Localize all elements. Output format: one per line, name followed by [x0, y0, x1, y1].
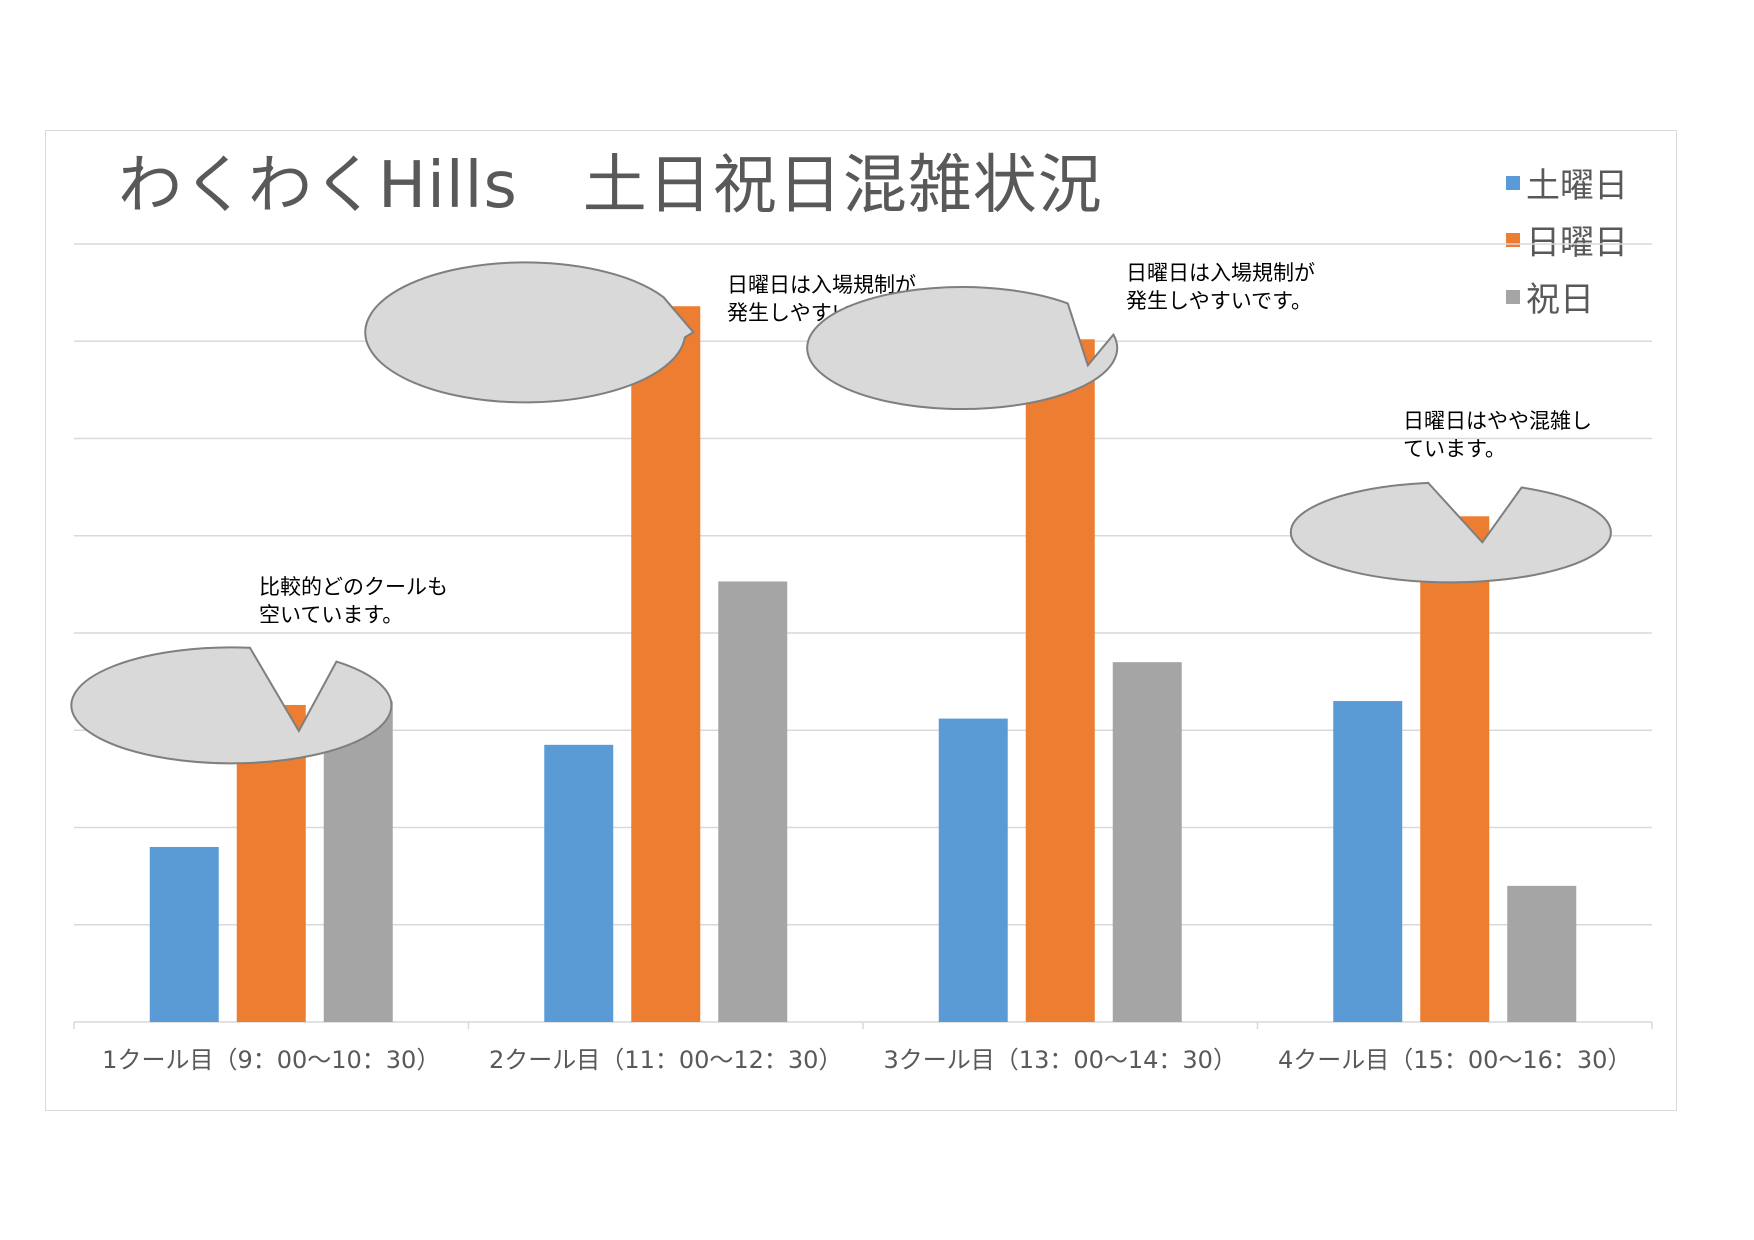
- legend-item-holiday: 祝日: [1506, 272, 1594, 321]
- legend-swatch-saturday: [1506, 175, 1520, 190]
- callout-bubble: [1289, 481, 1612, 584]
- bar-series0-cat1: [544, 744, 614, 1022]
- callout-text: ています。: [1403, 437, 1506, 461]
- callout-bubble: [806, 286, 1119, 411]
- x-tick-label: 2クール目（11：00～12：30）: [489, 1046, 842, 1074]
- chart-frame: [45, 130, 1677, 1111]
- bar-series2-cat1: [718, 581, 788, 1022]
- bar-series0-cat0: [149, 846, 219, 1022]
- callout-text: 比較的どのクールも: [259, 575, 448, 599]
- bar-series0-cat3: [1333, 701, 1403, 1022]
- callout-text: 日曜日は入場規制が: [1126, 261, 1315, 285]
- callout-text: 空いています。: [259, 603, 403, 627]
- bar-series2-cat3: [1507, 885, 1577, 1022]
- legend-label-holiday: 祝日: [1526, 280, 1594, 320]
- x-tick-label: 3クール目（13：00～14：30）: [884, 1046, 1237, 1074]
- bar-series2-cat0: [323, 701, 393, 1022]
- legend-swatch-holiday: [1506, 289, 1520, 304]
- bar-series1-cat2: [1025, 339, 1095, 1022]
- callout-text: 発生しやすいです。: [1126, 289, 1312, 313]
- legend-swatch-sunday: [1506, 232, 1520, 247]
- x-tick-label: 4クール目（15：00～16：30）: [1278, 1046, 1631, 1074]
- callout-bubble: [364, 261, 695, 404]
- bar-series1-cat3: [1420, 516, 1490, 1022]
- bar-series0-cat2: [938, 718, 1008, 1022]
- legend-item-saturday: 土曜日: [1506, 158, 1628, 207]
- chart-title: わくわくHills 土日祝日混雑状況: [118, 149, 1103, 223]
- x-tick-label: 1クール目（9：00～10：30）: [102, 1046, 440, 1074]
- legend-item-sunday: 日曜日: [1506, 215, 1628, 264]
- callout-text: 日曜日はやや混雑し: [1403, 409, 1592, 433]
- callout-text: 日曜日は入場規制が: [727, 273, 916, 297]
- legend-label-saturday: 土曜日: [1526, 166, 1628, 206]
- legend-label-sunday: 日曜日: [1526, 223, 1628, 263]
- bar-series2-cat2: [1112, 662, 1182, 1022]
- bar-series1-cat1: [631, 306, 701, 1022]
- callout-bubble: [70, 646, 393, 765]
